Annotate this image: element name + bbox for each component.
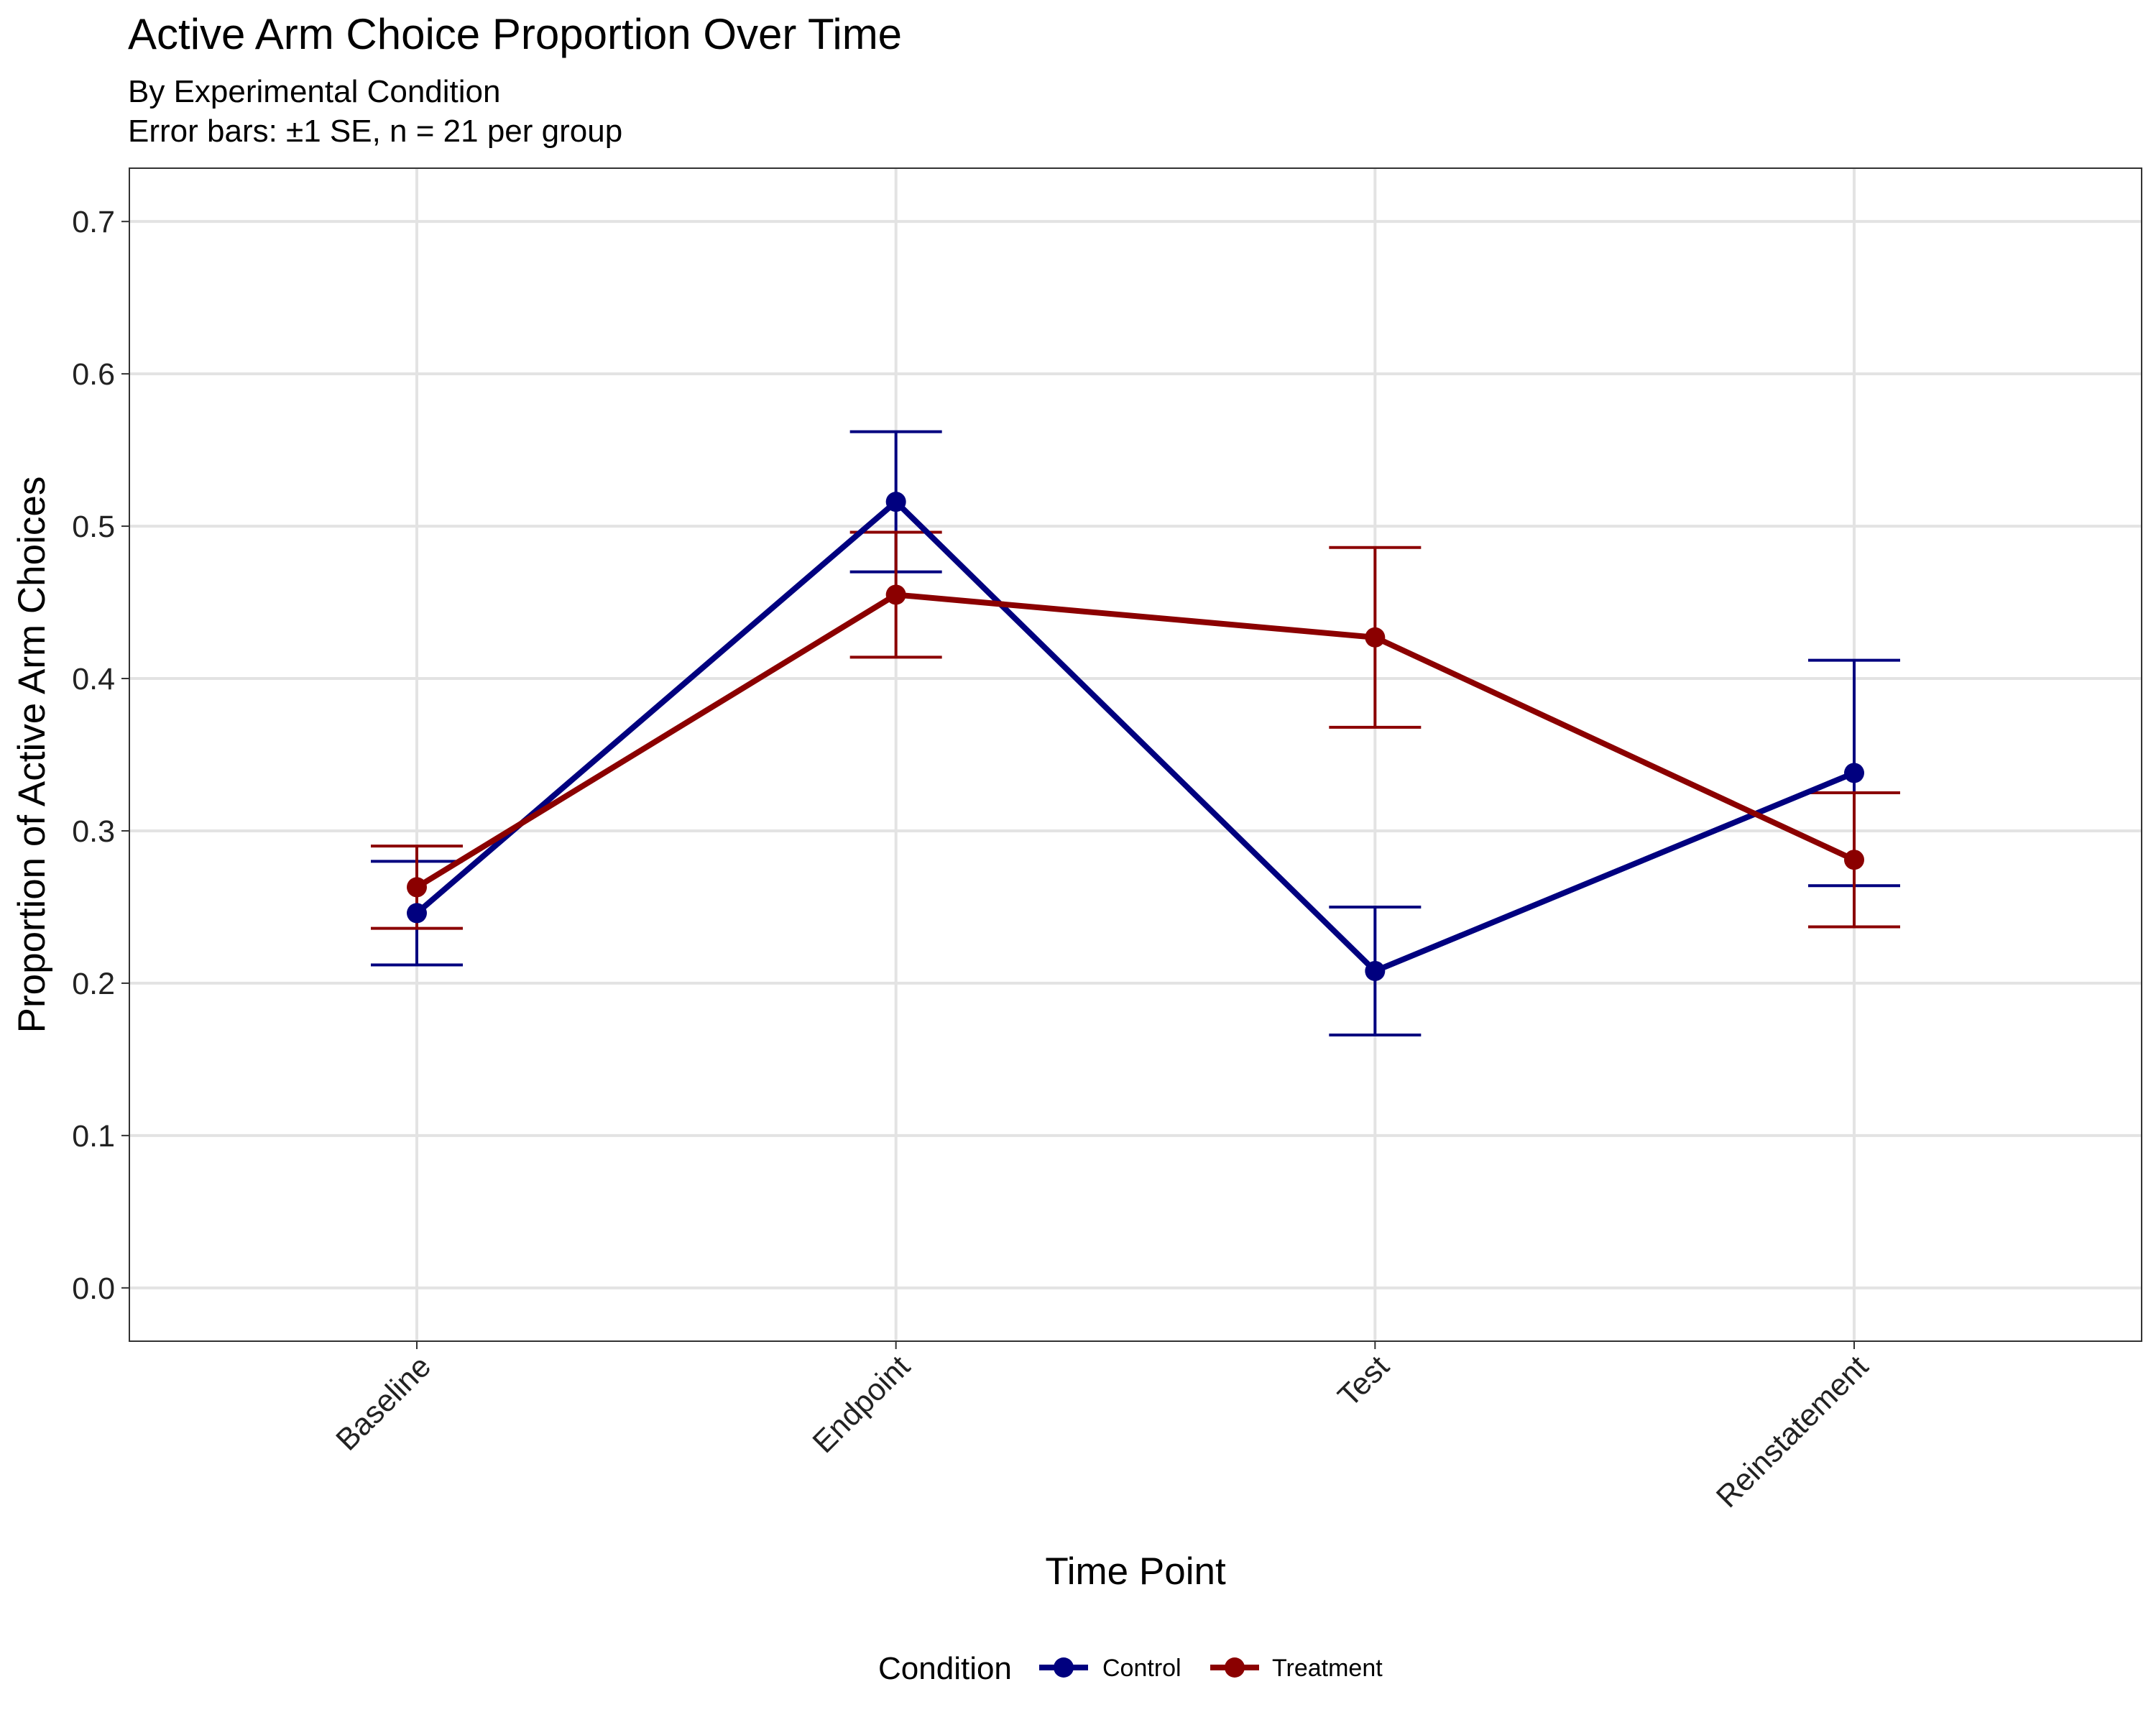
data-point-treatment	[1844, 850, 1864, 870]
legend-key-point-control	[1054, 1657, 1074, 1678]
x-tick-label: Test	[1332, 1349, 1396, 1414]
chart-subtitle-line-2: Error bars: ±1 SE, n = 21 per group	[128, 114, 622, 149]
data-point-control	[1844, 763, 1864, 783]
legend-label-control: Control	[1102, 1655, 1181, 1682]
plot-panel-border	[129, 167, 2142, 1342]
data-point-control	[1365, 960, 1386, 981]
y-tick-label: 0.0	[72, 1271, 115, 1306]
data-point-treatment	[885, 584, 906, 605]
data-point-control	[407, 903, 427, 924]
x-tick-label: Endpoint	[806, 1349, 917, 1460]
y-tick-label: 0.2	[72, 967, 115, 1001]
x-tick-label: Baseline	[329, 1349, 438, 1458]
legend: Condition Control Treatment	[878, 1651, 1383, 1686]
y-axis-title: Proportion of Active Arm Choices	[11, 477, 53, 1034]
x-axis-title: Time Point	[1045, 1550, 1226, 1593]
data-point-control	[885, 492, 906, 512]
y-tick-label: 0.6	[72, 357, 115, 392]
y-tick-label: 0.5	[72, 510, 115, 544]
series-points	[407, 492, 1864, 981]
legend-label-treatment: Treatment	[1272, 1655, 1383, 1682]
y-tick-label: 0.1	[72, 1119, 115, 1154]
x-tick-label: Reinstatement	[1710, 1349, 1875, 1514]
chart-subtitle-line-1: By Experimental Condition	[128, 74, 500, 109]
data-point-treatment	[407, 877, 427, 898]
series-line-treatment	[415, 592, 1856, 890]
y-tick-label: 0.4	[72, 662, 115, 696]
chart-title: Active Arm Choice Proportion Over Time	[128, 10, 902, 58]
grid-lines	[129, 168, 2142, 1341]
series-lines	[415, 499, 1856, 974]
x-axis-ticks: Baseline Endpoint Test Reinstatement	[329, 1341, 1875, 1514]
y-tick-label: 0.7	[72, 205, 115, 239]
y-axis-ticks: 0.0 0.1 0.2 0.3 0.4 0.5 0.6 0.7	[72, 205, 129, 1306]
series-line-control	[415, 499, 1856, 974]
y-tick-label: 0.3	[72, 814, 115, 849]
legend-key-point-treatment	[1225, 1657, 1245, 1678]
legend-title: Condition	[878, 1651, 1012, 1686]
data-point-treatment	[1365, 627, 1386, 648]
